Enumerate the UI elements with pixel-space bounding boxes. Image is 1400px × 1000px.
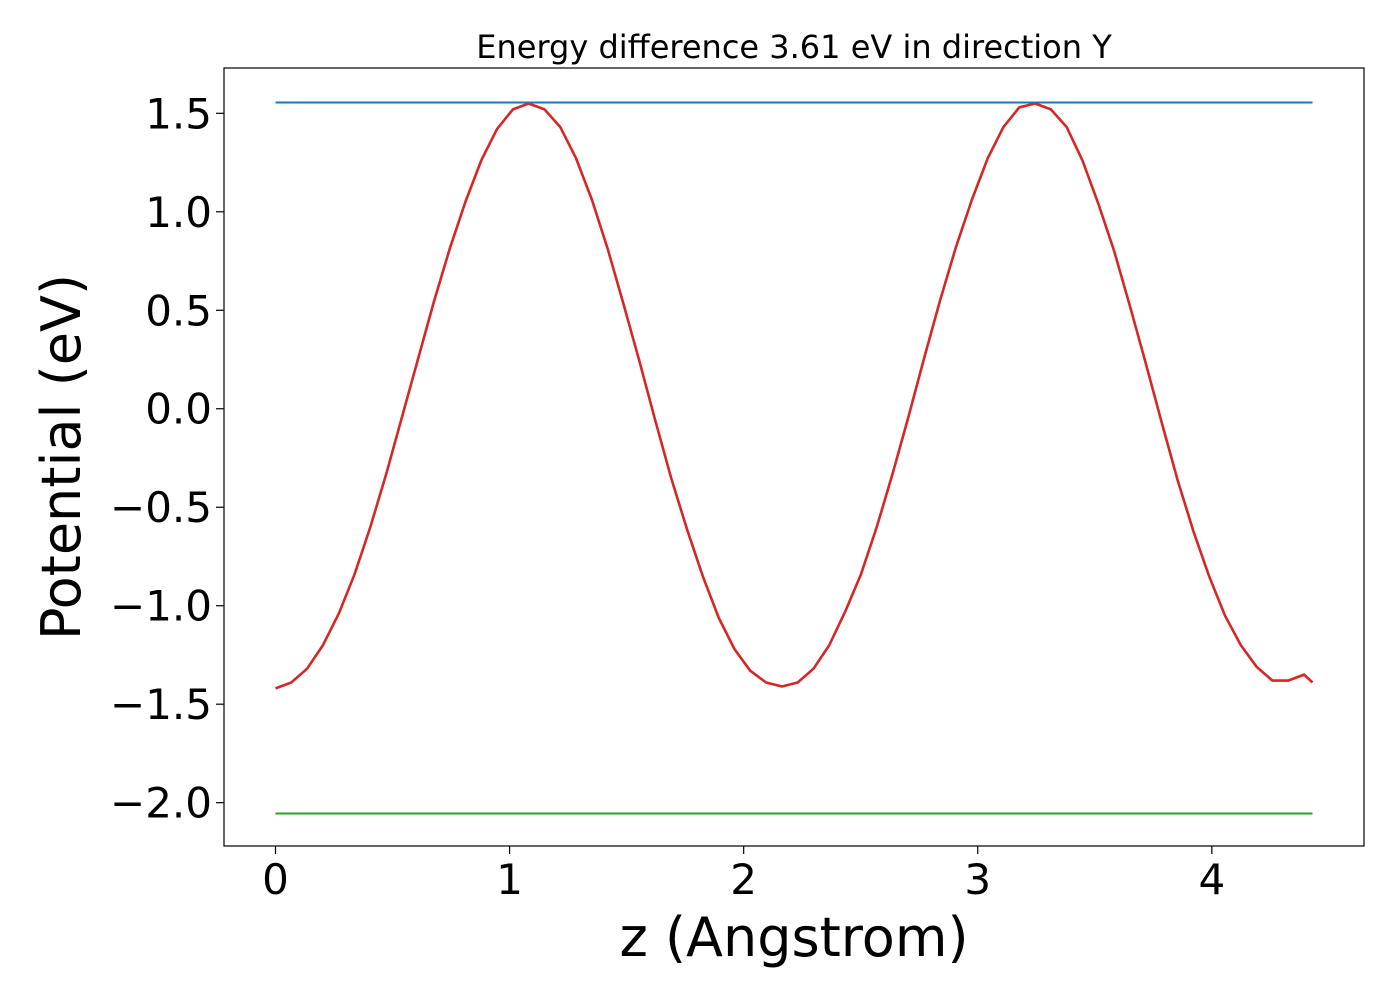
series-layer — [275, 101, 1314, 815]
x-axis-label: z (Angstrom) — [619, 906, 968, 969]
y-tick-label-0: 1.5 — [145, 89, 212, 138]
x-axis: 0 1 2 3 4 — [262, 846, 1225, 904]
y-tick-label-5: −1.0 — [110, 582, 212, 631]
y-tick-label-4: −0.5 — [110, 483, 212, 532]
x-tick-label-1: 1 — [496, 855, 523, 904]
y-tick-label-3: 0.0 — [145, 385, 212, 434]
x-tick-label-0: 0 — [262, 855, 289, 904]
y-tick-label-2: 0.5 — [145, 286, 212, 335]
chart-title: Energy difference 3.61 eV in direction Y — [476, 28, 1112, 66]
y-tick-label-1: 1.0 — [145, 188, 212, 237]
plot-frame — [223, 67, 1365, 847]
y-axis: 1.5 1.0 0.5 0.0 −0.5 −1.0 −1.5 −2.0 — [110, 89, 224, 828]
y-tick-label-7: −2.0 — [110, 779, 212, 828]
y-tick-label-6: −1.5 — [110, 680, 212, 729]
x-tick-label-2: 2 — [730, 855, 757, 904]
x-tick-label-3: 3 — [964, 855, 991, 904]
x-tick-label-4: 4 — [1198, 855, 1225, 904]
y-axis-label: Potential (eV) — [30, 274, 93, 640]
series-line-0 — [275, 102, 1314, 690]
